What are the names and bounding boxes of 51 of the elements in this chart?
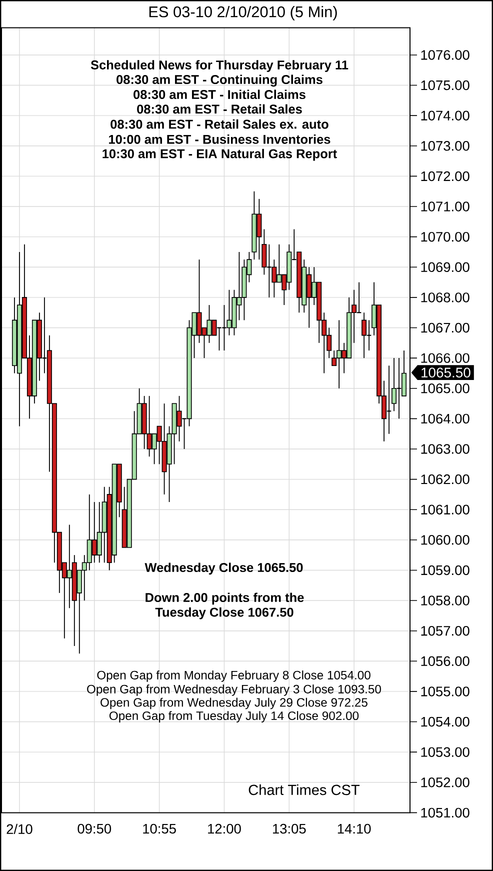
annotation: Open Gap from Wednesday February 3 Close 1093.50 [87,684,381,696]
y-tick-label: 1058.00 [421,596,470,606]
y-tick-label: 1053.00 [421,747,470,757]
y-tick-label: 1063.00 [421,444,470,454]
y-tick-label: 1061.00 [421,504,470,514]
candlestick [362,312,367,359]
y-tick-label: 1065.00 [421,384,470,394]
y-tick-label: 1071.00 [421,202,470,212]
annotation: Chart Times CST [248,784,360,796]
x-tick-label: 14:10 [338,824,371,834]
y-tick-label: 1068.00 [421,292,470,302]
annotation: Tuesday Close 1067.50 [155,607,294,620]
x-tick-label: 2/10 [6,824,32,834]
y-tick-label: 1062.00 [421,474,470,484]
annotation: 10:00 am EST - Business Inventories [109,134,330,144]
annotation: 08:30 am EST - Retail Sales ex. auto [110,119,328,129]
y-tick-label: 1056.00 [421,656,470,666]
annotation: 08:30 am EST - Initial Claims [134,90,306,100]
annotation: Wednesday Close 1065.50 [144,562,303,575]
y-tick-label: 1066.00 [421,353,470,363]
y-tick-label: 1076.00 [421,50,470,60]
x-tick-label: 09:50 [78,824,112,834]
y-tick-label: 1072.00 [421,171,470,182]
y-tick-label: 1051.00 [421,808,470,818]
y-tick-label: 1054.00 [421,716,470,727]
annotation: Scheduled News for Thursday February 11 [90,60,348,72]
annotation: Open Gap from Tuesday July 14 Close 902.00 [109,711,359,722]
x-tick-label: 13:05 [272,824,306,834]
y-tick-label: 1057.00 [421,626,470,636]
y-tick-label: 1069.00 [421,262,470,272]
y-tick-label: 1052.00 [421,778,470,788]
x-tick-label: 10:55 [143,824,176,834]
annotation: 08:30 am EST - Retail Sales [137,104,302,114]
annotation: Open Gap from Wednesday July 29 Close 972.25 [100,698,368,710]
chart-title: ES 03-10 2/10/2010 (5 Min) [149,6,337,20]
y-tick-label: 1060.00 [421,535,470,545]
y-tick-label: 1074.00 [421,110,470,120]
y-tick-label: 1070.00 [421,232,470,242]
annotation: 10:30 am EST - EIA Natural Gas Report [102,148,337,161]
y-tick-label: 1055.00 [421,686,470,696]
annotation: 08:30 am EST - Continuing Claims [116,74,322,87]
text: 1065.50 [422,368,470,378]
y-tick-label: 1064.00 [421,414,470,424]
annotation: Down 2.00 points from the [146,592,304,605]
candlestick [392,358,397,412]
annotation: Open Gap from Monday February 8 Close 1054.00 [97,670,370,682]
y-tick-label: 1067.00 [421,322,470,333]
y-tick-label: 1075.00 [421,80,470,90]
y-tick-label: 1059.00 [421,565,470,576]
y-tick-label: 1073.00 [421,141,470,151]
x-tick-label: 12:00 [208,824,241,834]
